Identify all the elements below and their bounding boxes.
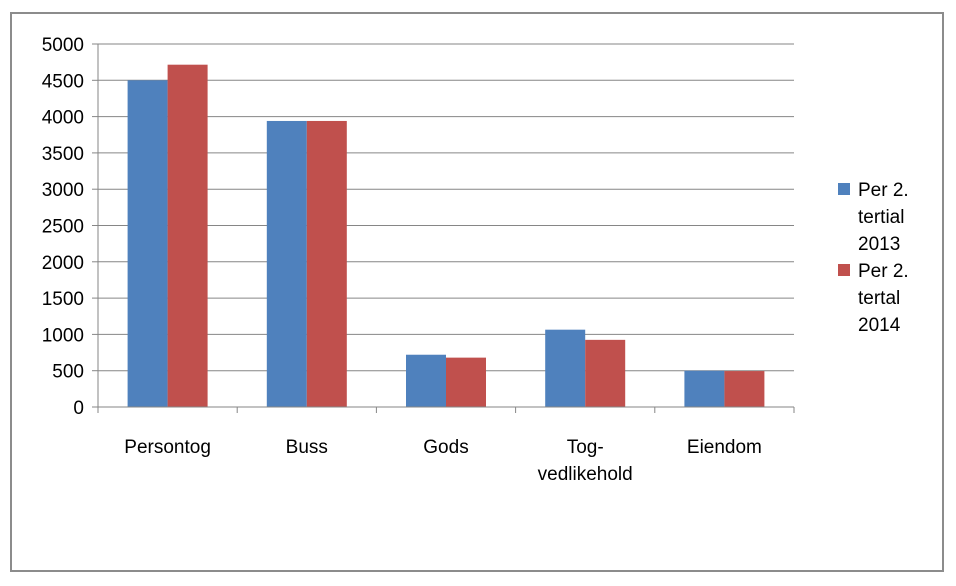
x-tick-label: Gods xyxy=(423,437,468,458)
y-tick-label: 500 xyxy=(52,362,84,383)
y-tick-labels: 0 500 1000 1500 2000 2500 3000 3500 4000 4500 5000 xyxy=(42,35,84,419)
axes xyxy=(92,43,795,413)
bar xyxy=(167,64,208,407)
y-tick-label: 3500 xyxy=(42,144,84,165)
x-tick-label: Tog- xyxy=(567,437,604,458)
y-tick-label: 1000 xyxy=(42,325,84,346)
legend-label: tertial xyxy=(858,207,904,228)
bar xyxy=(724,371,765,407)
legend-label: Per 2. xyxy=(858,180,909,201)
y-tick-label: 1500 xyxy=(42,289,84,310)
bar xyxy=(684,370,725,407)
legend: Per 2. tertial 2013 Per 2. tertal 2014 xyxy=(838,180,909,336)
bar xyxy=(545,329,586,407)
bar xyxy=(446,357,486,407)
bar xyxy=(585,339,626,407)
bars xyxy=(127,64,765,408)
bar xyxy=(266,120,307,408)
gridlines xyxy=(98,43,794,372)
y-tick-label: 2500 xyxy=(42,217,84,238)
y-tick-label: 3000 xyxy=(42,180,84,201)
legend-swatch xyxy=(838,183,850,195)
legend-label: tertal xyxy=(858,288,900,309)
x-tick-labels: Persontog Buss Gods Tog-vedlikehold Eiendom xyxy=(124,437,762,485)
legend-label: 2013 xyxy=(858,234,900,255)
y-tick-label: 5000 xyxy=(42,35,84,56)
bar xyxy=(306,120,347,408)
bar xyxy=(127,80,168,408)
x-tick-label: Eiendom xyxy=(687,437,762,458)
y-tick-label: 0 xyxy=(73,398,84,419)
x-tick-label: Buss xyxy=(286,437,328,458)
legend-swatch xyxy=(838,264,850,276)
y-tick-label: 4000 xyxy=(42,108,84,129)
x-tick-label: vedlikehold xyxy=(538,464,633,485)
y-tick-label: 4500 xyxy=(42,71,84,92)
y-tick-label: 2000 xyxy=(42,253,84,274)
legend-label: 2014 xyxy=(858,315,901,336)
legend-label: Per 2. xyxy=(858,261,909,282)
x-tick-label: Persontog xyxy=(124,437,211,458)
bar xyxy=(406,354,446,407)
